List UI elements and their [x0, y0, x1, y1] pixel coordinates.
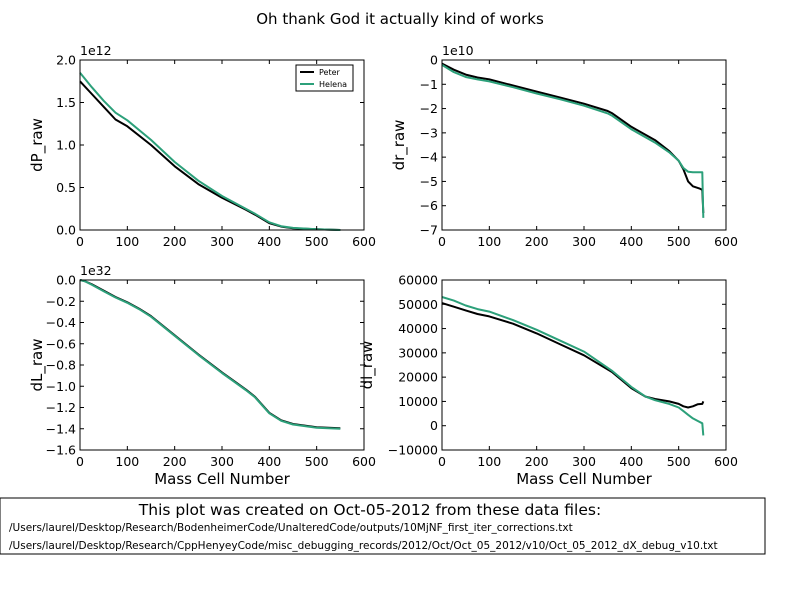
dl-raw-y-tick-label: −0.2 [46, 294, 76, 309]
dl-lower-raw-x-tick-label: 100 [477, 454, 501, 469]
dl-lower-raw-x-tick-label: 600 [714, 454, 738, 469]
dl-raw-series-peter [79, 279, 341, 430]
dl-lower-raw-x-tick-label: 200 [525, 454, 549, 469]
dp-raw-legend-frame [295, 64, 354, 92]
dl-lower-raw-x-tick-label: 300 [572, 454, 596, 469]
caption-box: This plot was created on Oct-05-2012 fro… [0, 497, 766, 555]
dr-raw-y-axis-label: dr_raw [390, 120, 409, 171]
dl-raw-axes-frame [79, 279, 365, 451]
dp-raw-x-tick-label: 400 [257, 234, 281, 249]
dl-lower-raw-series-helena [441, 296, 705, 436]
dl-lower-raw-axes-frame [441, 279, 727, 451]
dr-raw-subplot: 0 100 200 300 400 500 600 0 −1 −2 −3 −4 −5 −6 −7 1e10 dr… [390, 43, 738, 249]
dp-raw-series-helena [79, 72, 341, 231]
caption-title: This plot was created on Oct-05-2012 fro… [138, 501, 601, 519]
dl-raw-x-tick-label: 300 [210, 454, 234, 469]
dr-raw-y-tick-label: −5 [420, 174, 438, 189]
caption-file-line-1: /Users/laurel/Desktop/Research/Bodenheim… [9, 522, 573, 534]
dl-lower-raw-x-axis-label: Mass Cell Number [516, 470, 652, 488]
dl-raw-y-tick-label: 0.0 [56, 273, 76, 288]
dp-raw-x-tick-label: 0 [76, 234, 84, 249]
dr-raw-y-tick-label: −4 [420, 150, 438, 165]
dl-lower-raw-subplot: 0 100 200 300 400 500 600 60000 50000 40000 30000 2… [358, 273, 738, 489]
dr-raw-y-tick-label: 0 [430, 53, 438, 68]
caption-frame [0, 497, 766, 555]
dl-raw-y-tick-label: −1.4 [46, 421, 76, 436]
dp-raw-y-tick-label: 1.0 [56, 138, 76, 153]
dp-raw-x-tick-label: 500 [305, 234, 329, 249]
dl-lower-raw-y-tick-label: 20000 [398, 370, 438, 385]
dp-raw-y-tick-label: 0.5 [56, 180, 76, 195]
dr-raw-x-tick-label: 100 [477, 234, 501, 249]
dr-raw-offset-label: 1e10 [442, 43, 474, 58]
dl-raw-x-axis-label: Mass Cell Number [154, 470, 290, 488]
dr-raw-x-tick-label: 0 [438, 234, 446, 249]
dp-raw-subplot: 0 100 200 300 400 500 600 0.0 0.5 1.0 1.5 2.0 1e12 dP… [28, 43, 376, 249]
dl-lower-raw-y-tick-label: 40000 [398, 321, 438, 336]
dl-lower-raw-y-tick-label: 0 [430, 418, 438, 433]
dr-raw-series-helena [441, 64, 705, 218]
dl-raw-x-tick-label: 200 [163, 454, 187, 469]
dl-lower-raw-series-peter [441, 302, 705, 409]
dr-raw-y-tick-label: −6 [420, 198, 438, 213]
dp-raw-x-tick-label: 300 [210, 234, 234, 249]
dr-raw-x-tick-label: 400 [619, 234, 643, 249]
dl-lower-raw-y-tick-label: 60000 [398, 273, 438, 288]
dl-lower-raw-y-tick-label: −10000 [388, 443, 438, 458]
dl-raw-y-axis-label: dL_raw [28, 338, 47, 391]
dr-raw-y-tick-label: −7 [420, 223, 438, 238]
dr-raw-series-peter [441, 62, 705, 214]
dp-raw-series-peter [79, 80, 341, 231]
figure-title: Oh thank God it actually kind of works [256, 10, 544, 28]
dp-raw-legend: Peter Helena [295, 64, 354, 92]
dr-raw-x-tick-label: 600 [714, 234, 738, 249]
dl-lower-raw-x-tick-label: 400 [619, 454, 643, 469]
dp-raw-x-tick-label: 100 [115, 234, 139, 249]
dl-raw-x-tick-label: 0 [76, 454, 84, 469]
dr-raw-y-tick-label: −3 [420, 125, 438, 140]
dp-raw-x-tick-label: 600 [352, 234, 376, 249]
dl-raw-y-tick-label: −1.6 [46, 443, 76, 458]
dp-raw-legend-label-peter: Peter [319, 68, 341, 77]
dp-raw-offset-label: 1e12 [80, 43, 112, 58]
caption-file-line-2: /Users/laurel/Desktop/Research/CppHenyey… [9, 540, 718, 552]
dp-raw-y-tick-label: 0.0 [56, 223, 76, 238]
dp-raw-legend-label-helena: Helena [319, 80, 347, 89]
dr-raw-axes-frame [441, 59, 727, 231]
dr-raw-x-tick-label: 500 [667, 234, 691, 249]
dl-raw-y-tick-label: −0.4 [46, 315, 76, 330]
dl-raw-y-tick-label: −0.6 [46, 336, 76, 351]
dr-raw-x-tick-label: 200 [525, 234, 549, 249]
dl-raw-x-tick-label: 500 [305, 454, 329, 469]
dr-raw-x-tick-label: 300 [572, 234, 596, 249]
dl-raw-offset-label: 1e32 [80, 263, 112, 278]
dp-raw-y-tick-label: 1.5 [56, 95, 76, 110]
dl-raw-x-tick-label: 600 [352, 454, 376, 469]
dl-lower-raw-y-tick-label: 30000 [398, 345, 438, 360]
dl-raw-y-tick-label: −1.0 [46, 379, 76, 394]
dp-raw-x-tick-label: 200 [163, 234, 187, 249]
dl-raw-x-tick-label: 100 [115, 454, 139, 469]
dp-raw-y-tick-label: 2.0 [56, 53, 76, 68]
dl-lower-raw-y-tick-label: 10000 [398, 394, 438, 409]
dl-lower-raw-x-tick-label: 0 [438, 454, 446, 469]
dl-raw-subplot: 0 100 200 300 400 500 600 0.0 −0.2 −0.4 −0.6 −0.8 −1… [28, 263, 376, 488]
dr-raw-y-tick-label: −2 [420, 101, 438, 116]
dp-raw-y-axis-label: dP_raw [28, 118, 47, 172]
dl-raw-y-tick-label: −0.8 [46, 358, 76, 373]
dr-raw-y-tick-label: −1 [420, 77, 438, 92]
dl-lower-raw-y-tick-label: 50000 [398, 297, 438, 312]
dl-lower-raw-y-axis-label: dl_raw [358, 341, 377, 390]
dl-lower-raw-x-tick-label: 500 [667, 454, 691, 469]
dl-raw-series-helena [79, 279, 341, 430]
dl-raw-y-tick-label: −1.2 [46, 400, 76, 415]
dl-raw-x-tick-label: 400 [257, 454, 281, 469]
